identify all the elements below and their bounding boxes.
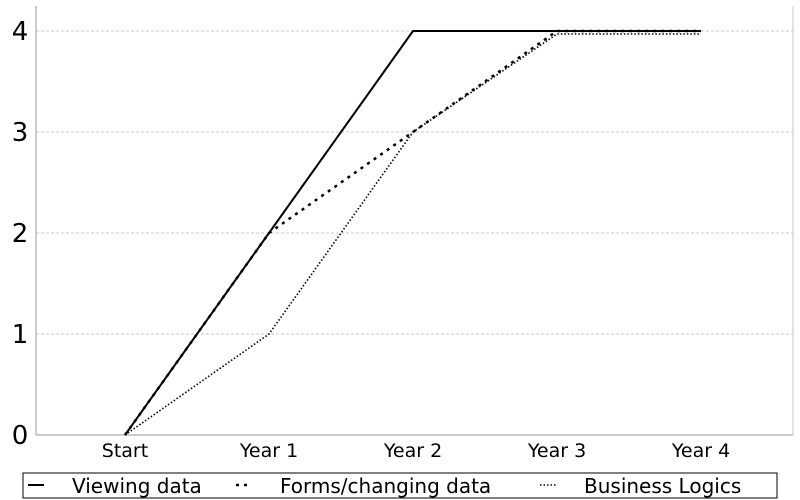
y-tick-labels: 0 1 2 3 4 xyxy=(12,17,29,451)
legend-label-2: Business Logics xyxy=(584,474,741,498)
y-tick-label: 1 xyxy=(12,320,29,350)
x-tick-labels: Start Year 1 Year 2 Year 3 Year 4 xyxy=(102,440,730,462)
series-line-2 xyxy=(124,33,701,436)
x-tick-label: Start xyxy=(102,440,148,462)
legend-label-1: Forms/changing data xyxy=(280,474,491,498)
y-tick-label: 2 xyxy=(12,219,29,249)
legend: Viewing data Forms/changing data Business … xyxy=(22,472,778,499)
y-tick-label: 4 xyxy=(12,17,29,47)
y-tick-label: 3 xyxy=(12,118,29,148)
legend-label-0: Viewing data xyxy=(72,474,202,498)
legend-box xyxy=(22,472,778,499)
series-lines xyxy=(123,29,701,436)
x-tick-label: Year 3 xyxy=(527,440,586,462)
axes xyxy=(35,6,794,436)
x-tick-label: Year 2 xyxy=(383,440,442,462)
x-tick-label: Year 4 xyxy=(671,440,730,462)
series-line-0 xyxy=(124,30,701,436)
grid-lines xyxy=(36,30,793,335)
x-tick-label: Year 1 xyxy=(239,440,298,462)
y-tick-label: 0 xyxy=(12,421,29,451)
